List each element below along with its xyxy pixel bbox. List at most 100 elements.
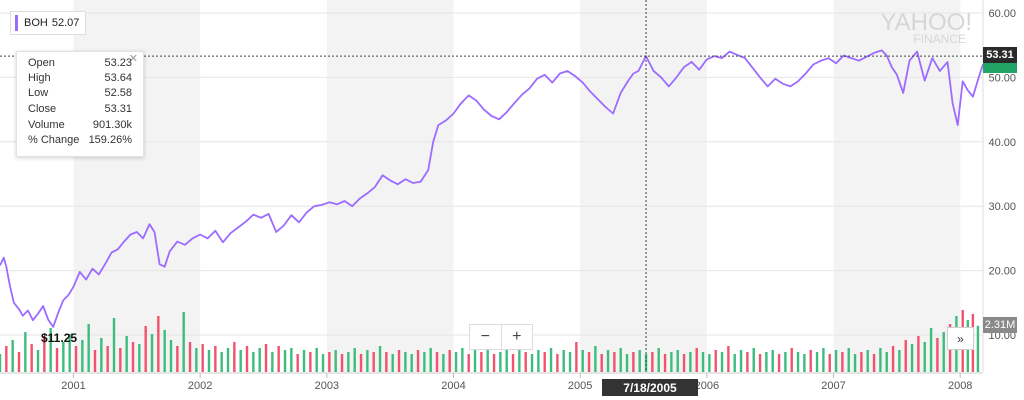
- tooltip-value: 53.64: [104, 72, 132, 84]
- volume-bar: [264, 344, 268, 372]
- volume-bar: [885, 352, 888, 372]
- volume-bar: [568, 352, 572, 372]
- volume-bar: [125, 336, 128, 372]
- volume-bar: [119, 348, 122, 372]
- volume-bar: [771, 350, 774, 372]
- tooltip-label: % Change: [28, 134, 80, 146]
- volume-bar: [182, 312, 185, 372]
- volume-bar: [834, 350, 838, 372]
- volume-bar: [410, 354, 413, 372]
- x-tick-label: 2005: [568, 380, 592, 392]
- volume-bar: [473, 350, 477, 372]
- volume-bar: [784, 352, 787, 372]
- volume-bar: [600, 354, 603, 372]
- volume-bar: [0, 354, 2, 372]
- volume-bar: [454, 352, 458, 372]
- volume-bar: [676, 350, 679, 372]
- volume-bar: [594, 346, 597, 372]
- volume-bar: [17, 352, 21, 372]
- close-icon[interactable]: ✕: [128, 53, 138, 65]
- tooltip-row-change: % Change 159.26%: [28, 134, 132, 149]
- tooltip-value: 159.26%: [88, 134, 132, 146]
- zoom-in-button[interactable]: +: [500, 325, 533, 349]
- volume-bar: [651, 352, 654, 372]
- tooltip-row-open: Open 53.23: [28, 57, 132, 72]
- y-tick-label: 10.00: [988, 330, 1016, 342]
- volume-bar: [150, 334, 154, 372]
- period-low-label: $11.25: [41, 331, 78, 345]
- zoom-controls: − +: [469, 324, 533, 350]
- volume-bar: [733, 354, 736, 372]
- volume-bar: [860, 352, 863, 372]
- volume-bar: [233, 342, 236, 372]
- tooltip-row-high: High 53.64: [28, 72, 132, 87]
- volume-bar: [188, 342, 192, 372]
- volume-bar: [758, 354, 762, 372]
- tooltip-row-volume: Volume 901.30k: [28, 119, 132, 134]
- volume-bar: [556, 354, 559, 372]
- volume-bar: [936, 338, 939, 372]
- yahoo-finance-watermark-sub: FINANCE: [913, 32, 966, 46]
- volume-bar: [613, 352, 616, 372]
- volume-bar: [429, 348, 432, 372]
- volume-bar: [214, 346, 217, 372]
- volume-bar: [93, 350, 97, 372]
- volume-bar: [841, 352, 844, 372]
- volume-bar: [562, 350, 565, 372]
- volume-bar: [442, 354, 445, 372]
- symbol-ticker: BOH: [24, 17, 48, 29]
- volume-bar: [638, 350, 641, 372]
- volume-bar: [689, 352, 692, 372]
- zoom-out-button[interactable]: −: [480, 328, 490, 345]
- volume-bar: [309, 352, 312, 372]
- volume-bar: [334, 350, 337, 372]
- expand-button[interactable]: »: [947, 327, 974, 350]
- volume-bar: [492, 354, 496, 372]
- volume-bar: [625, 354, 629, 372]
- volume-bar: [252, 352, 255, 372]
- volume-bar: [397, 350, 401, 372]
- volume-bar: [239, 350, 242, 372]
- volume-bar: [480, 352, 483, 372]
- volume-bar: [537, 350, 540, 372]
- volume-bar: [163, 330, 166, 372]
- volume-bar: [929, 328, 933, 372]
- volume-bar: [530, 354, 534, 372]
- volume-bar: [144, 326, 147, 372]
- volume-bar: [226, 348, 230, 372]
- volume-bar: [62, 342, 65, 372]
- volume-bar: [549, 348, 553, 372]
- volume-bar: [606, 350, 610, 372]
- volume-bar: [904, 340, 907, 372]
- tooltip-row-low: Low 52.58: [28, 87, 132, 102]
- x-tick-label: 2007: [821, 380, 845, 392]
- volume-bar: [81, 340, 84, 372]
- volume-bar: [917, 336, 920, 372]
- volume-bar: [866, 350, 869, 372]
- x-axis: 2001 2002 2003 2004 2005 2006 2007 2008: [61, 373, 972, 392]
- tooltip-label: High: [28, 72, 51, 84]
- volume-bar: [739, 350, 743, 372]
- volume-bar: [87, 324, 90, 372]
- volume-bar: [347, 352, 350, 372]
- volume-bar: [391, 354, 394, 372]
- crosshair-price-tag: 53.31: [983, 47, 1017, 63]
- x-tick-label: 2002: [188, 380, 212, 392]
- volume-bar: [663, 354, 667, 372]
- crosshair-date-tag: 7/18/2005: [602, 379, 698, 396]
- volume-bar: [499, 352, 502, 372]
- tooltip-value: 53.23: [104, 57, 132, 69]
- y-tick-label: 30.00: [988, 201, 1016, 213]
- volume-bar: [112, 318, 116, 372]
- volume-bar: [720, 352, 724, 372]
- volume-bar: [55, 348, 59, 372]
- symbol-legend[interactable]: BOH 52.07: [10, 11, 87, 35]
- volume-bar: [670, 352, 673, 372]
- volume-bar: [423, 352, 426, 372]
- volume-bar: [695, 348, 698, 372]
- volume-bar: [271, 352, 274, 372]
- volume-bar: [328, 352, 331, 372]
- y-tick-label: 20.00: [988, 266, 1016, 278]
- x-tick-label: 2001: [61, 380, 85, 392]
- tooltip-label: Open: [28, 57, 55, 69]
